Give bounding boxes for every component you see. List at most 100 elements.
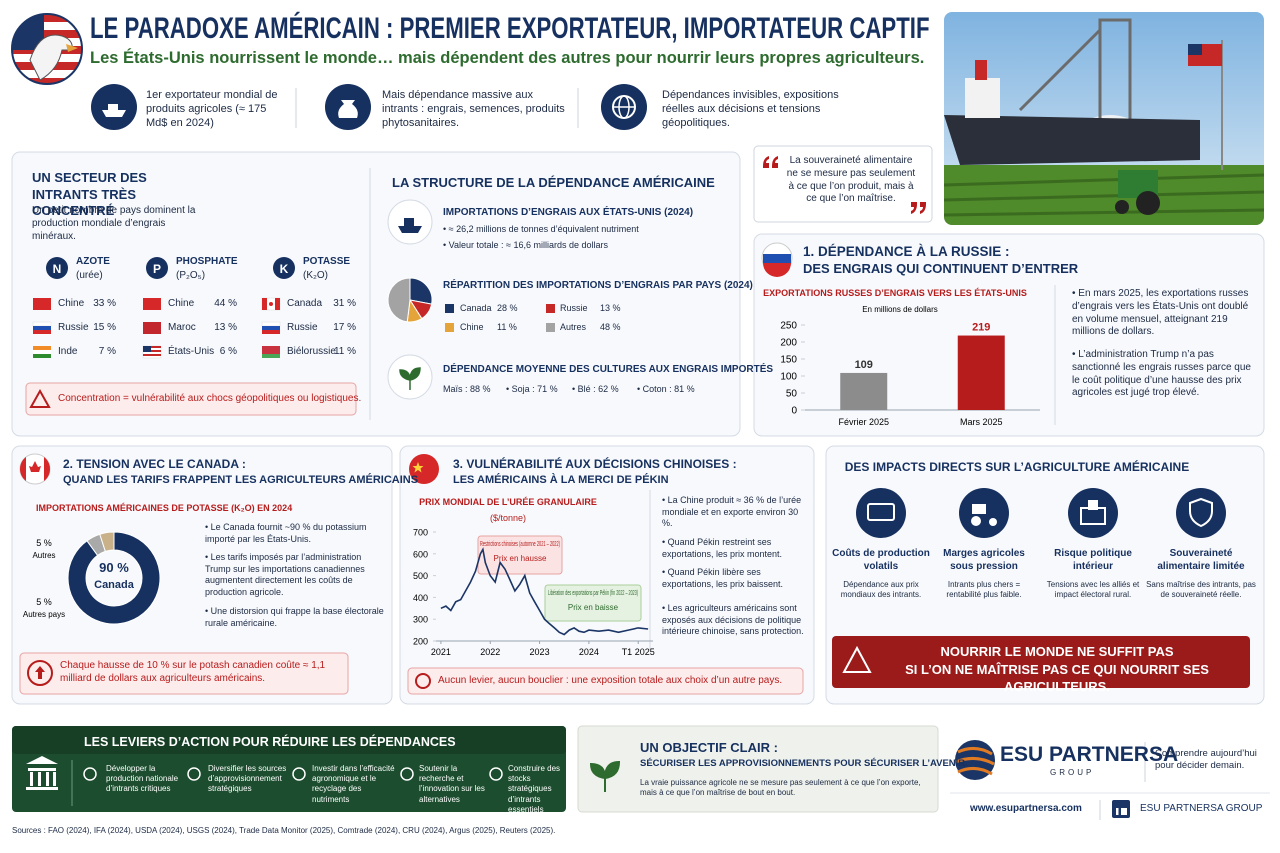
sources: Sources : FAO (2024), IFA (2024), USDA (… <box>12 826 556 835</box>
share: 11 % <box>333 346 356 357</box>
title: LE PARADOXE AMÉRICAIN : PREMIER EXPORTAT… <box>90 12 930 45</box>
price-line <box>440 547 649 636</box>
y-tick-label: 200 <box>413 637 428 647</box>
nutrient-name: AZOTE <box>76 256 110 267</box>
country: Canada <box>287 298 323 309</box>
crop: • Blé : 62 % <box>572 384 619 394</box>
legend-value: 13 % <box>600 303 621 313</box>
lever-icons <box>83 767 503 781</box>
chart-title: PRIX MONDIAL DE L’URÉE GRANULAIRE <box>419 497 597 507</box>
lever: Soutenir la recherche et l’innovation su… <box>419 764 485 804</box>
legend-value: 48 % <box>600 322 621 332</box>
bullet-text: Une distorsion qui frappe la base électo… <box>205 606 384 628</box>
impact-title: Souveraineté alimentaire limitée <box>1157 548 1245 572</box>
lever: Diversifier les sources d’approvisionnem… <box>208 764 287 794</box>
linkedin-glyph <box>1116 808 1119 815</box>
quote-mark <box>911 202 926 214</box>
legend-value: 28 % <box>497 303 518 313</box>
nutrient-badges <box>46 257 295 279</box>
impact-icons <box>856 488 1226 538</box>
legend-label: Chine <box>460 322 484 332</box>
section-title: LES AMÉRICAINS À LA MERCI DE PÉKIN <box>453 474 669 486</box>
section-title: UN SECTEUR DES INTRANTS TRÈS CONCENTRÉ <box>32 170 147 219</box>
bar <box>840 372 888 410</box>
bullet: • Les tarifs imposés par l’administratio… <box>205 552 365 597</box>
block-heading: IMPORTATIONS D’ENGRAIS AUX ÉTATS-UNIS (2… <box>443 207 694 218</box>
nutrient-letter: N <box>52 262 62 276</box>
country: Russie <box>58 322 89 333</box>
impact-title: Risque politique intérieur <box>1054 548 1132 572</box>
x-tick-label: T1 2025 <box>622 647 655 657</box>
bullet-text: Les agriculteurs américains sont exposés… <box>662 603 804 637</box>
quote-box <box>753 145 933 223</box>
y-tick-label: 50 <box>786 389 798 400</box>
logo-ring <box>11 13 83 85</box>
section-title: 1. DÉPENDANCE À LA RUSSIE : <box>803 244 1010 259</box>
nutrient-letter: K <box>279 262 289 276</box>
alert-icon <box>415 673 431 689</box>
share: 13 % <box>214 322 237 333</box>
bullet: • Le Canada fournit ~90 % du potassium i… <box>205 522 367 544</box>
callout: Chaque hausse de 10 % sur le potash cana… <box>60 660 326 684</box>
lever: Investir dans l’efficacité agronomique e… <box>312 764 395 804</box>
brand-group: GROUP <box>1050 768 1095 777</box>
section-title: QUAND LES TARIFS FRAPPENT LES AGRICULTEU… <box>63 474 419 486</box>
y-tick-label: 600 <box>413 549 428 559</box>
objective-text: La vraie puissance agricole ne se mesure… <box>640 778 921 798</box>
x-tick-label: 2023 <box>530 647 550 657</box>
website: www.esupartnersa.com <box>970 803 1082 814</box>
lever: Construire des stocks stratégiques d’int… <box>508 764 561 814</box>
legend-swatch <box>445 304 454 313</box>
section-title: DES ENGRAIS QUI CONTINUENT D’ENTRER <box>803 261 1079 276</box>
y-tick-label: 100 <box>780 372 797 383</box>
legend-label: Russie <box>560 303 588 313</box>
crop-text: Coton : 81 % <box>642 384 695 394</box>
annotation-text: Restrictions chinoises (automne 2021 – 2… <box>480 541 560 548</box>
fact: Dépendances invisibles, expositions réel… <box>662 89 839 130</box>
header-icons <box>91 84 647 130</box>
section-intro: Un petit nombre de pays dominent la prod… <box>32 205 196 242</box>
country: États-Unis <box>168 346 215 357</box>
annotation-text: Libération des exportations par Pékin (f… <box>548 590 638 597</box>
fact: 1er exportateur mondial de produits agri… <box>146 89 278 130</box>
warning-box <box>25 382 357 416</box>
chart-title: EXPORTATIONS RUSSES D’ENGRAIS VERS LES É… <box>763 288 1027 298</box>
country: Inde <box>58 346 78 357</box>
legend-label: Autres <box>560 322 587 332</box>
y-tick-label: 250 <box>780 321 797 332</box>
impact-text: Sans maîtrise des intrants, pas de souve… <box>1146 580 1256 600</box>
bullet: • Les agriculteurs américains sont expos… <box>662 603 804 637</box>
share: 31 % <box>333 298 356 309</box>
annotation-effect: Prix en hausse <box>494 554 547 563</box>
chart-subtitle: ($/tonne) <box>490 513 526 523</box>
levers-header <box>12 726 566 754</box>
donut-value-label: 5 % <box>36 538 52 548</box>
objective-title: UN OBJECTIF CLAIR : <box>640 740 778 755</box>
nutrient-letter: P <box>152 262 161 276</box>
share: 33 % <box>93 298 116 309</box>
structure-icons <box>387 199 433 400</box>
bank-icon <box>26 756 58 790</box>
donut-center-value: 90 % <box>99 560 129 575</box>
flag-russia <box>761 242 793 277</box>
bullet-text: ≈ 26,2 millions de tonnes d’équivalent n… <box>448 224 639 234</box>
annotation-text: Restrictions chinoises (automne 2021 – 2… <box>480 541 560 548</box>
callout-box <box>407 667 804 695</box>
bar <box>957 335 1005 410</box>
brand-logo <box>955 740 995 780</box>
flag-china <box>409 454 439 484</box>
lever: Développer la production nationale d’int… <box>106 764 179 794</box>
annotation-text: Libération des exportations par Pékin (f… <box>548 590 638 597</box>
share: 44 % <box>214 298 237 309</box>
donut-value-label: 5 % <box>36 597 52 607</box>
block-heading: DÉPENDANCE MOYENNE DES CULTURES AUX ENGR… <box>443 364 774 375</box>
linkedin-glyph <box>1121 808 1127 815</box>
fact: Mais dépendance massive aux intrants : e… <box>382 89 565 130</box>
block-heading: RÉPARTITION DES IMPORTATIONS D’ENGRAIS P… <box>443 280 753 291</box>
crop-text: Blé : 62 % <box>577 384 619 394</box>
x-tick-label: 2021 <box>431 647 451 657</box>
y-tick-label: 300 <box>413 615 428 625</box>
impact-title: Marges agricoles sous pression <box>943 548 1025 572</box>
bullet: • La Chine produit ≈ 36 % de l’urée mond… <box>662 495 802 529</box>
nutrient-name: POTASSE <box>303 256 351 267</box>
